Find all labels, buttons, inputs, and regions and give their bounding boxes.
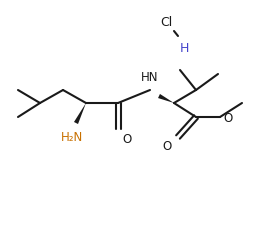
Polygon shape (158, 94, 174, 103)
Text: Cl: Cl (160, 16, 172, 29)
Text: O: O (163, 140, 172, 153)
Polygon shape (74, 103, 86, 124)
Text: H₂N: H₂N (61, 131, 83, 144)
Text: O: O (122, 133, 131, 146)
Text: HN: HN (141, 71, 159, 84)
Text: O: O (223, 113, 232, 126)
Text: H: H (180, 42, 189, 55)
